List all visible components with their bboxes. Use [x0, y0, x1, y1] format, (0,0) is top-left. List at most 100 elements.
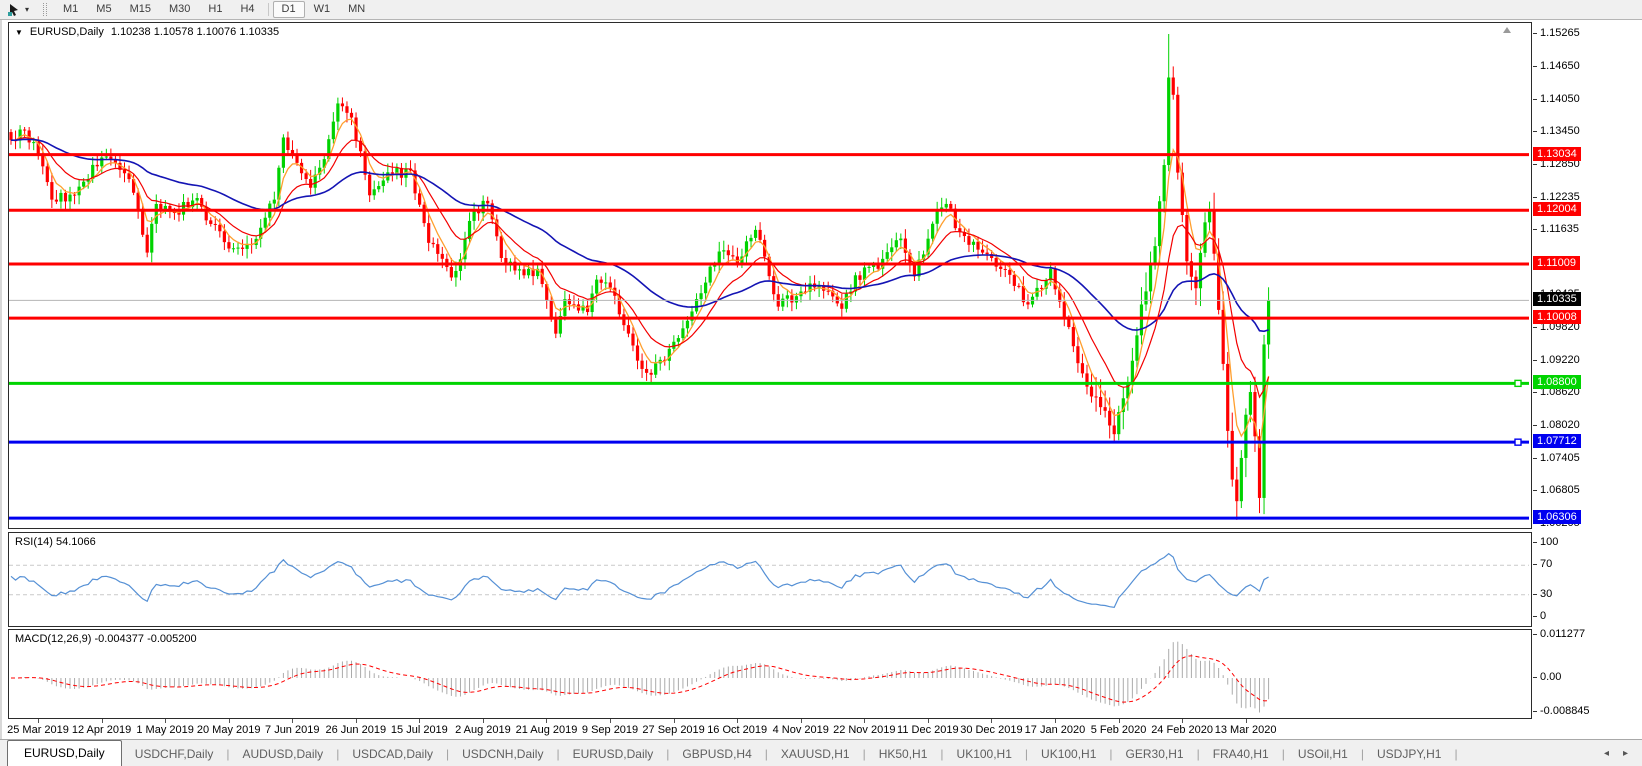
chart-ohlc-values: 1.10238 1.10578 1.10076 1.10335 [110, 26, 280, 38]
price-axis-label: 1.07405 [1540, 451, 1580, 464]
price-axis-label: 1.13450 [1540, 125, 1580, 138]
date-tick [546, 719, 548, 723]
toolbar-separator [267, 3, 269, 16]
rsi-pane[interactable]: RSI(14) 54.1066 [8, 532, 1532, 627]
timeframe-button-mn[interactable]: MN [348, 3, 366, 15]
axis-tick [1533, 616, 1537, 617]
date-label[interactable]: 24 Feb 2020 [1151, 724, 1213, 736]
macd-pane[interactable]: MACD(12,26,9) -0.004377 -0.005200 [8, 629, 1532, 719]
price-axis[interactable]: 1.15265 1.14650 1.14050 1.13450 1.12850 1.122… [1533, 20, 1642, 739]
timeframe-button-d1[interactable]: D1 [272, 1, 305, 18]
date-tick [38, 719, 39, 723]
tab-usdcnh-daily[interactable]: USDCNH,Daily [462, 747, 544, 761]
date-label[interactable]: 9 Sep 2019 [581, 724, 639, 736]
tab-usdchf-daily[interactable]: USDCHF,Daily [134, 747, 214, 761]
main-chart-pane[interactable]: ▼ EURUSD,Daily 1.10238 1.10578 1.10076 1… [8, 22, 1532, 529]
tab-xauusd-h1[interactable]: XAUUSD,H1 [780, 747, 850, 761]
date-tick [228, 719, 230, 723]
tab-usoil-h1[interactable]: USOil,H1 [1297, 747, 1348, 761]
rsi-label: RSI(14) 54.1066 [15, 536, 96, 548]
macd-plot [11, 641, 1270, 713]
date-label[interactable]: 16 Oct 2019 [707, 724, 768, 736]
date-tick [1118, 719, 1120, 723]
timeframe-button-m15[interactable]: M15 [129, 3, 151, 15]
tab-usdcad-daily[interactable]: USDCAD,Daily [352, 747, 433, 761]
axis-tick [1533, 359, 1537, 361]
price-axis-label: 1.15265 [1540, 27, 1580, 39]
date-label[interactable]: 2 Aug 2019 [455, 724, 511, 736]
date-tick [101, 719, 103, 723]
date-label[interactable]: 1 May 2019 [136, 724, 194, 736]
timeframe-button-m5[interactable]: M5 [96, 3, 112, 15]
price-axis-label: 1.14050 [1540, 92, 1580, 105]
tab-scroll-right-icon[interactable]: ▸ [1622, 748, 1628, 759]
timeframe-button-m1[interactable]: M1 [63, 3, 79, 15]
date-label[interactable]: 21 Aug 2019 [515, 724, 578, 736]
tab-separator: | [1196, 747, 1200, 761]
tab-uk100-h1[interactable]: UK100,H1 [956, 747, 1012, 761]
rsi-axis-label: 30 [1540, 587, 1553, 600]
timeframe-button-h4[interactable]: H4 [240, 3, 255, 15]
tab-separator: | [666, 747, 670, 761]
tab-ger30-h1[interactable]: GER30,H1 [1125, 747, 1184, 761]
top-toolbar: ▾ M1 M5 M15 M30 H1 H4 D1 W1 MN [0, 0, 1642, 20]
tab-separator: | [1454, 747, 1458, 761]
axis-tick [1533, 392, 1537, 394]
tab-gbpusd-h4[interactable]: GBPUSD,H4 [682, 747, 752, 761]
axis-tick [1533, 66, 1537, 68]
tab-eurusd-daily[interactable]: EURUSD,Daily [572, 747, 654, 761]
tab-scroll-arrows: ◂ ▸ [1590, 748, 1642, 766]
price-axis-label: 1.14650 [1540, 60, 1580, 73]
axis-tick [1533, 490, 1537, 492]
date-label[interactable]: 5 Feb 2020 [1090, 724, 1147, 736]
tab-hk50-h1[interactable]: HK50,H1 [878, 747, 928, 761]
axis-tick [1533, 564, 1537, 566]
date-label[interactable]: 27 Sep 2019 [642, 724, 705, 736]
tab-separator: | [336, 747, 340, 761]
date-tick [292, 719, 294, 723]
timeframe-button-w1[interactable]: W1 [313, 3, 331, 15]
date-label[interactable]: 26 Jun 2019 [325, 724, 387, 736]
tool-dropdown-icon[interactable]: ▾ [25, 5, 30, 14]
date-label[interactable]: 13 Mar 2020 [1214, 724, 1277, 736]
date-label[interactable]: 4 Nov 2019 [772, 724, 829, 736]
axis-tick [1533, 163, 1537, 165]
tab-fra40-h1[interactable]: FRA40,H1 [1212, 747, 1269, 761]
tab-scroll-left-icon[interactable]: ◂ [1603, 748, 1609, 759]
date-label[interactable]: 15 Jul 2019 [390, 724, 448, 736]
date-label[interactable]: 30 Dec 2019 [960, 724, 1023, 736]
price-axis-label: 1.06805 [1540, 484, 1580, 497]
level-price-badge: 1.06306 [1533, 510, 1581, 525]
tab-eurusd-daily[interactable]: EURUSD,Daily [7, 740, 122, 766]
date-label[interactable]: 12 Apr 2019 [71, 724, 132, 736]
date-label[interactable]: 22 Nov 2019 [833, 724, 896, 736]
date-tick [800, 719, 802, 723]
macd-axis-label: 0.011277 [1540, 628, 1586, 640]
timeframe-button-m30[interactable]: M30 [168, 3, 191, 15]
macd-label: MACD(12,26,9) -0.004377 -0.005200 [15, 633, 197, 645]
timeframe-button-h1[interactable]: H1 [208, 3, 223, 15]
date-label[interactable]: 17 Jan 2020 [1024, 724, 1086, 736]
rsi-axis-label: 100 [1540, 536, 1559, 548]
chart-header: ▼ EURUSD,Daily 1.10238 1.10578 1.10076 1… [15, 26, 279, 38]
tab-audusd-daily[interactable]: AUDUSD,Daily [242, 747, 324, 761]
axis-tick [1533, 196, 1537, 198]
date-tick [864, 719, 866, 723]
macd-axis-label: 0.00 [1540, 671, 1562, 683]
date-label[interactable]: 25 Mar 2019 [7, 724, 69, 736]
date-label[interactable]: 7 Jun 2019 [265, 724, 320, 736]
chart-tool-button[interactable]: ▾ [0, 0, 36, 19]
collapse-icon[interactable]: ▼ [15, 27, 23, 37]
tab-usdjpy-h1[interactable]: USDJPY,H1 [1376, 747, 1442, 761]
date-label[interactable]: 20 May 2019 [196, 724, 261, 736]
date-label[interactable]: 11 Dec 2019 [897, 724, 959, 736]
date-axis[interactable]: 25 Mar 2019 12 Apr 2019 1 May 2019 20 May 2… [7, 719, 1532, 739]
tab-separator: | [1024, 747, 1029, 761]
tab-uk100-h1[interactable]: UK100,H1 [1041, 747, 1097, 761]
axis-tick [1533, 327, 1537, 329]
level-price-badge: 1.07712 [1533, 434, 1581, 449]
toolbar-grip [43, 3, 48, 16]
chart-shift-marker-icon [1503, 27, 1511, 33]
axis-tick [1533, 229, 1537, 231]
price-axis-label: 1.12235 [1540, 190, 1580, 203]
